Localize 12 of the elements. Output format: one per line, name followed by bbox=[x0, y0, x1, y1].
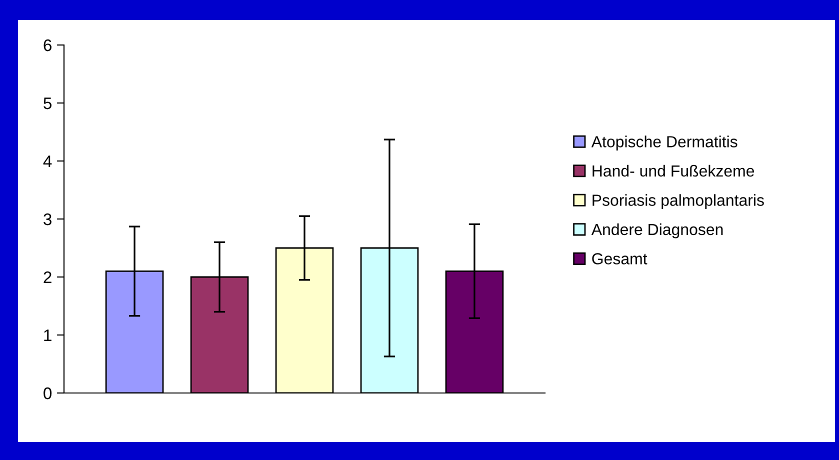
legend-label: Gesamt bbox=[592, 253, 648, 264]
y-tick-label: 6 bbox=[44, 39, 52, 52]
y-tick-label: 3 bbox=[44, 213, 52, 226]
y-tick-label: 0 bbox=[44, 387, 52, 400]
legend-label: Psoriasis palmoplantaris bbox=[592, 194, 764, 210]
y-tick-label: 4 bbox=[43, 156, 52, 168]
y-tick-label: 1 bbox=[44, 330, 52, 342]
legend-label: Hand- und Fußekzeme bbox=[592, 164, 754, 177]
y-tick-label: 5 bbox=[44, 98, 52, 110]
legend-label: Atopische Dermatitis bbox=[591, 136, 738, 151]
legend-label: Andere Diagnosen bbox=[591, 223, 723, 238]
y-tick-label: 2 bbox=[44, 271, 52, 284]
